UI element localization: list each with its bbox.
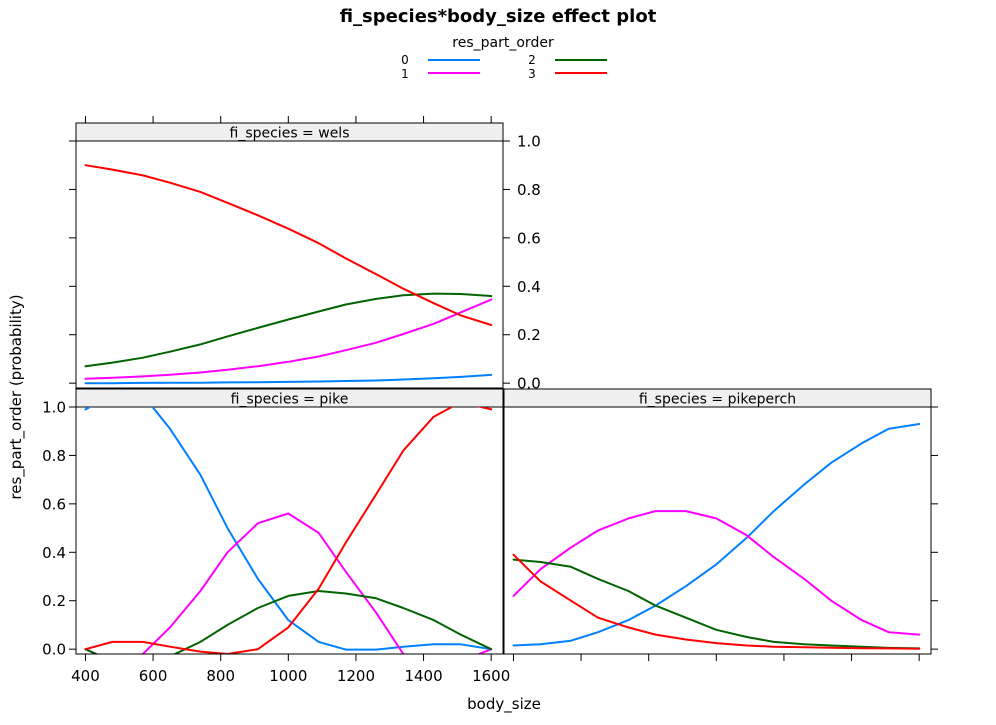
y-axis-label: res_part_order (probability): [7, 294, 26, 499]
y-tick-label: 0.6: [517, 229, 541, 247]
ticks-wels: 0.0 0.2 0.4 0.6 0.8 1.0: [69, 116, 541, 393]
series-pikeperch-2: [512, 558, 921, 650]
x-tick-label: 1000: [269, 667, 307, 685]
panel-wels: fi_species = wels 0.0 0.2 0.4 0.6 0.8 1.0: [69, 116, 541, 393]
panel-frame-wels: [75, 122, 504, 389]
x-tick-label: 400: [71, 667, 100, 685]
series-wels-3: [84, 164, 493, 326]
x-tick-label: 1200: [337, 667, 375, 685]
y-tick-label: 0.4: [42, 544, 66, 562]
y-tick-label: 0.0: [517, 375, 541, 393]
legend-key-3: 3: [528, 67, 536, 81]
ticks-pike: 0.0 0.2 0.4 0.6 0.8 1.0 400 600 800 1000 1200 1400 1…: [42, 399, 510, 686]
series-pikeperch-3: [512, 553, 921, 650]
strip-label-pikeperch: fi_species = pikeperch: [639, 392, 796, 408]
series-pikeperch-0: [512, 423, 921, 647]
series-pike-1: [84, 512, 493, 654]
chart-title: fi_species*body_size effect plot: [340, 6, 657, 27]
y-tick-label: 0.6: [42, 495, 66, 513]
y-tick-label: 0.8: [42, 447, 66, 465]
legend: res_part_order 01 23: [401, 35, 607, 81]
legend-key-1: 1: [401, 67, 409, 81]
x-axis-label: body_size: [467, 695, 541, 714]
legend-title: res_part_order: [452, 35, 554, 51]
y-tick-label: 0.8: [517, 181, 541, 199]
panel-pike: fi_species = pike 0.0 0.2 0.4 0.6 0.8 1.0 400 60…: [42, 388, 510, 686]
strip-label-wels: fi_species = wels: [230, 126, 350, 142]
x-tick-label: 800: [206, 667, 235, 685]
series-pike-2: [84, 590, 493, 654]
series-wels-0: [84, 373, 493, 385]
legend-key-2: 2: [528, 53, 536, 67]
legend-key-0: 0: [401, 53, 409, 67]
x-tick-label: 1600: [472, 667, 510, 685]
strip-label-pike: fi_species = pike: [231, 392, 349, 408]
panel-frame-pikeperch: [503, 388, 932, 655]
x-tick-label: 600: [139, 667, 168, 685]
series-wels-1: [84, 298, 493, 380]
ticks-pikeperch: [512, 406, 938, 661]
x-tick-label: 1400: [404, 667, 442, 685]
y-tick-label: 1.0: [517, 133, 541, 151]
panel-pikeperch: fi_species = pikeperch: [503, 388, 938, 661]
y-tick-label: 0.0: [42, 641, 66, 659]
series-pike-0: [84, 407, 493, 651]
series-pikeperch-1: [512, 510, 921, 636]
series-pike-3: [84, 407, 493, 654]
y-tick-label: 0.4: [517, 278, 541, 296]
y-tick-label: 0.2: [517, 326, 541, 344]
series-wels-2: [84, 292, 493, 368]
panel-frame-pike: [75, 388, 504, 655]
y-tick-label: 1.0: [42, 399, 66, 417]
y-tick-label: 0.2: [42, 592, 66, 610]
